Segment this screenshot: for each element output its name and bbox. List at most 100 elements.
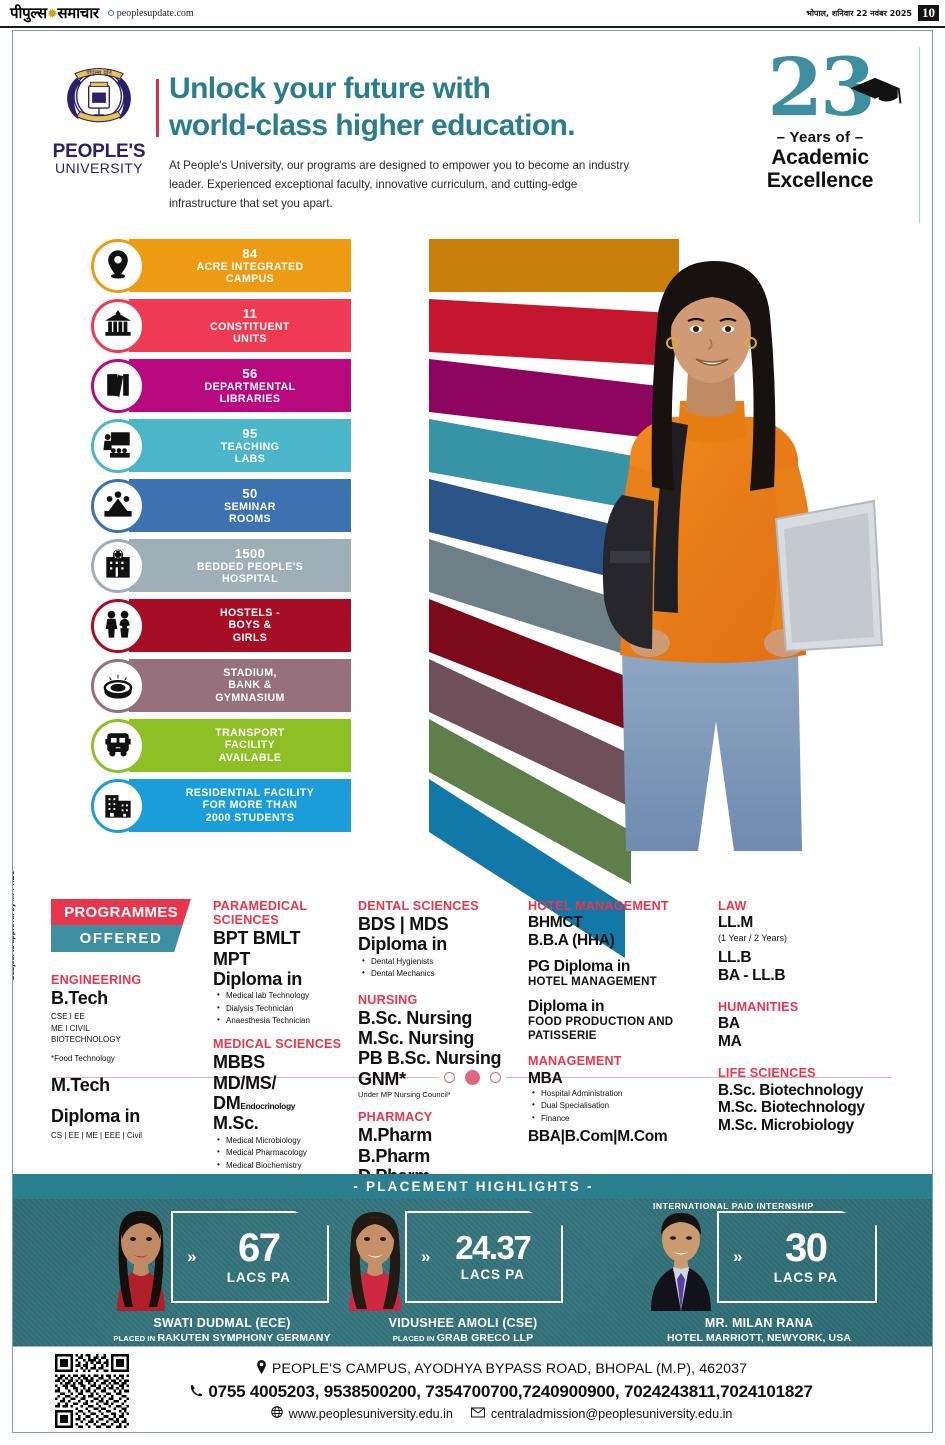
university-subtitle: UNIVERSITY (54, 160, 143, 176)
programme-column-dental-nursing-pharmacy: DENTAL SCIENCES BDS | MDS Diploma in Den… (358, 899, 526, 1186)
spec-me-civil: ME I CIVIL (51, 1023, 90, 1033)
hospital-icon (103, 548, 133, 584)
facility-ribbon-tail (429, 779, 625, 958)
degree-diploma-hotel: Diploma in (528, 998, 605, 1016)
anniversary-years-label: – Years of – (776, 128, 864, 146)
newspaper-website[interactable]: peoplesupdate.com (107, 7, 194, 19)
facility-bar-body: HOSTELS - BOYS & GIRLS (129, 599, 351, 652)
programme-column-law-humanities-life: LAW LL.M (1 Year / 2 Years) LL.B BA - LL… (718, 899, 918, 1134)
headline-line-2: world-class higher education. (169, 108, 576, 142)
degree-diploma-engineering: Diploma in (51, 1106, 141, 1127)
facility-count: 84 (242, 245, 258, 261)
facility-label-1: DEPARTMENTAL (204, 380, 296, 393)
footer-web-row[interactable]: www.peoplesuniversity.edu.in centraladmi… (129, 1406, 874, 1421)
hero-vertical-divider (919, 47, 920, 223)
list-item: Finance (532, 1112, 718, 1125)
programme-column-paramedical-medical: PARAMEDICAL SCIENCES BPT BMLT MPT Diploma… (213, 899, 358, 1197)
category-management: MANAGEMENT (528, 1054, 622, 1069)
facility-label-1: CONSTITUENT (210, 320, 290, 333)
facility-bar-body: 11 CONSTITUENT UNITS (129, 299, 351, 352)
facility-label-1: RESIDENTIAL FACILITY (185, 787, 315, 800)
qr-code[interactable] (55, 1353, 129, 1428)
email-icon (470, 1406, 485, 1421)
anniversary-line-2: Excellence (766, 169, 874, 193)
placement-company: PLACED IN GRAB GRECO LLP (392, 1332, 534, 1344)
placement-package-unit: LACS PA (226, 1270, 291, 1286)
divider-line-right (506, 1076, 892, 1078)
residence-icon (103, 789, 133, 824)
spec-diploma-branches: CS | EE | ME | EEE | Civil (51, 1130, 142, 1140)
globe-icon (107, 10, 114, 16)
star-icon: ✹ (46, 7, 58, 22)
list-item: Anaesthesia Technician (217, 1014, 358, 1027)
placement-card: INTERNATIONAL PAID INTERNSHIP (625, 1201, 893, 1346)
degree-md-ms: MD/MS/ (213, 1072, 277, 1093)
list-item: Medical Pharmacology (217, 1146, 358, 1159)
facility-label-2: UNITS (233, 333, 267, 346)
degree-diploma-paramedical: Diploma in (213, 968, 303, 989)
divider-dot-2 (465, 1069, 480, 1085)
degree-mba: MBA (528, 1069, 563, 1087)
facility-bar: 1500 BEDDED PEOPLE'S HOSPITAL (91, 539, 649, 662)
anniversary-line-1: Academic (771, 145, 869, 169)
programme-column-engineering: ENGINEERING B.Tech CSE I EE ME I CIVIL B… (51, 973, 201, 1141)
facility-bar: TRANSPORT FACILITY AVAILABLE (91, 719, 631, 884)
placement-card: » 67 LACS PA SWATI DUDMAL (ECE) PLACED I… (99, 1205, 345, 1346)
degree-mpharm: M.Pharm (358, 1125, 432, 1146)
avatar (639, 1207, 723, 1311)
list-item: Dialysis Technician (217, 1002, 358, 1015)
facility-label-2: BOYS & (228, 619, 272, 632)
location-pin-icon (103, 249, 133, 284)
facility-label-1: TEACHING (220, 440, 280, 453)
facility-label-2: HOSPITAL (222, 573, 278, 586)
facility-bar: STADIUM, BANK & GYMNASIUM (91, 659, 637, 810)
list-item: Medical lab Technology (217, 989, 358, 1002)
facility-ribbon-tail (429, 719, 631, 884)
avatar (99, 1207, 183, 1311)
mba-specialisation-list: Hospital Administration Dual Specialisat… (532, 1087, 718, 1125)
facility-icon-badge (91, 239, 145, 293)
stadium-icon (103, 669, 133, 704)
facility-label-1: SEMINAR (224, 500, 276, 513)
facility-bar-body: 56 DEPARTMENTAL LIBRARIES (129, 359, 351, 412)
facility-label-2: ROOMS (228, 513, 272, 526)
category-medical-sciences: MEDICAL SCIENCES (213, 1037, 342, 1052)
facility-label-1: TRANSPORT (215, 727, 285, 740)
globe-icon (270, 1406, 283, 1421)
degree-bba-hha: B.B.A (HHA) (528, 931, 615, 949)
placement-package-unit: LACS PA (460, 1266, 525, 1282)
university-name: PEOPLE'S (52, 141, 146, 162)
facility-bar-body: 50 SEMINAR ROOMS (129, 479, 351, 532)
facility-label-1: ACRE INTEGRATED (196, 260, 304, 273)
avatar (333, 1207, 417, 1311)
degree-bpharm: B.Pharm (358, 1145, 430, 1166)
placement-cards-container: » 67 LACS PA SWATI DUDMAL (ECE) PLACED I… (13, 1199, 932, 1346)
divider-dot-1 (444, 1071, 455, 1083)
programmes-banner-top: PROGRAMMES (51, 899, 191, 925)
programme-column-hotel-management: HOTEL MANAGEMENT BHMCT B.B.A (HHA) PG Di… (528, 899, 718, 1146)
footer-phone-row[interactable]: 0755 4005203, 9538500200, 7354700700,724… (129, 1382, 874, 1402)
newspaper-website-label: peoplesupdate.com (116, 7, 194, 19)
facility-ribbon-tail (429, 419, 661, 514)
note-food-technology: *Food Technology (51, 1053, 115, 1063)
paramedical-diploma-list: Medical lab Technology Dialysis Technici… (217, 989, 358, 1027)
facility-icon-badge (91, 539, 145, 593)
programmes-banner: PROGRAMMES OFFERED (51, 899, 191, 952)
degree-bds-mds: BDS | MDS (358, 914, 449, 935)
restroom-icon (103, 609, 133, 644)
placement-package-value: 30 (784, 1225, 828, 1270)
facility-bar-body: 84 ACRE INTEGRATED CAMPUS (129, 239, 351, 292)
degree-ba: BA (718, 1015, 740, 1033)
category-law: LAW (718, 899, 747, 913)
facility-count: 50 (242, 485, 258, 501)
facility-label-1: HOSTELS - (219, 607, 281, 620)
degree-llb: LL.B (718, 949, 752, 967)
degree-bba-bcom-mcom: BBA|B.Com|M.Com (528, 1128, 668, 1146)
facility-bar-body: 1500 BEDDED PEOPLE'S HOSPITAL (129, 539, 351, 592)
facility-icon-badge (91, 359, 145, 413)
placement-student-name: VIDUSHEE AMOLI (CSE) (388, 1316, 538, 1330)
facility-bar-body: TRANSPORT FACILITY AVAILABLE (129, 719, 351, 772)
facility-label-2: FACILITY (224, 739, 276, 752)
divider-dot-3 (490, 1071, 501, 1083)
facility-label-1: BEDDED PEOPLE'S (196, 560, 304, 573)
